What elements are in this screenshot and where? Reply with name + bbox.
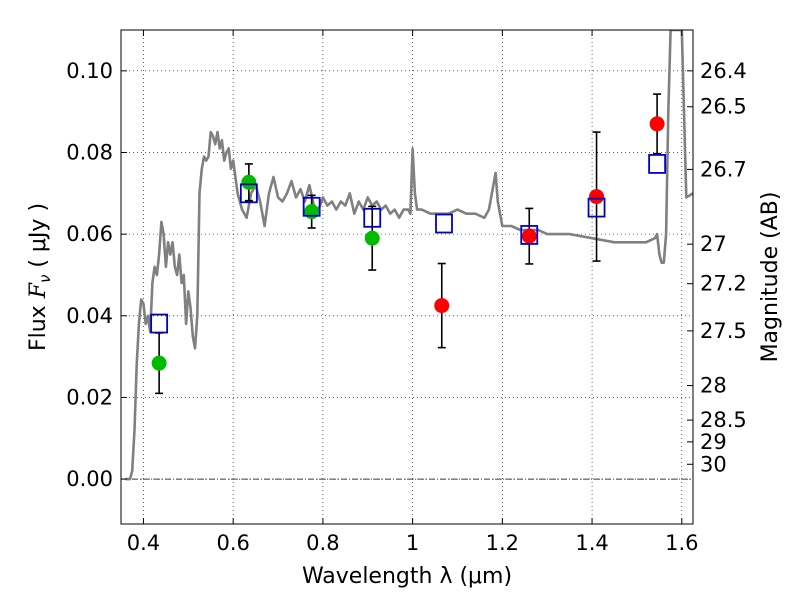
x-axis-ticks: 0.4 0.6 0.8 1 1.2 1.4 1.6 — [127, 30, 698, 555]
circle-marker — [521, 228, 537, 244]
circle-marker — [589, 189, 605, 205]
magnitude-tick-label: 26.7 — [700, 157, 747, 181]
magnitude-tick-label: 28 — [700, 374, 727, 398]
y-tick-label: 0.00 — [66, 467, 113, 491]
circle-marker — [304, 204, 320, 220]
magnitude-tick-label: 27.2 — [700, 272, 747, 296]
circle-marker — [241, 174, 257, 190]
magnitude-axis-label: Magnitude (AB) — [758, 192, 783, 363]
magnitude-tick-label: 27 — [700, 232, 727, 256]
y-tick-label: 0.02 — [66, 385, 113, 409]
magnitude-tick-label: 30 — [700, 452, 727, 476]
square-marker — [520, 225, 539, 245]
spectrum-line — [125, 30, 693, 481]
x-axis-label: Wavelength λ (μm) — [302, 564, 512, 589]
x-tick-label: 1.6 — [665, 531, 698, 555]
y-tick-label: 0.10 — [66, 59, 113, 83]
data-points — [150, 93, 667, 395]
circle-marker — [151, 355, 167, 371]
square-marker — [587, 197, 606, 218]
square-marker — [363, 207, 382, 228]
circle-marker — [364, 230, 380, 246]
plot-frame — [120, 29, 694, 525]
x-tick-label: 1.2 — [486, 531, 519, 555]
grid — [121, 30, 693, 524]
x-tick-label: 0.8 — [306, 531, 339, 555]
model-spectrum — [125, 30, 693, 481]
magnitude-tick-label: 29 — [700, 430, 727, 454]
x-tick-label: 0.4 — [127, 531, 160, 555]
y-axis-ticks: 0.00 0.02 0.04 0.06 0.08 0.10 — [66, 59, 127, 491]
square-marker — [239, 183, 258, 204]
x-tick-label: 1 — [406, 531, 419, 555]
circle-marker — [649, 116, 665, 132]
circle-marker — [434, 298, 450, 314]
y-axis-label: Flux Fν ( μJy ) — [26, 203, 54, 351]
magnitude-tick-label: 27.5 — [700, 319, 747, 343]
x-tick-label: 0.6 — [216, 531, 249, 555]
x-tick-label: 1.4 — [575, 531, 608, 555]
y-tick-label: 0.08 — [66, 140, 113, 164]
square-marker — [302, 196, 321, 217]
magnitude-tick-label: 26.4 — [700, 59, 747, 83]
y-tick-label: 0.04 — [66, 304, 113, 328]
y-tick-label: 0.06 — [66, 222, 113, 246]
square-marker — [435, 213, 453, 234]
square-marker — [150, 313, 169, 334]
magnitude-tick-label: 28.5 — [700, 408, 747, 432]
square-marker — [648, 154, 667, 174]
magnitude-tick-label: 26.5 — [700, 95, 747, 119]
